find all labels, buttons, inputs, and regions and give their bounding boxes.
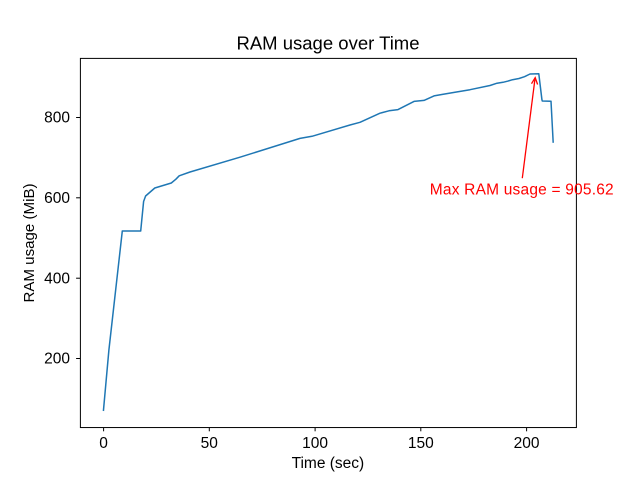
svg-text:RAM usage over Time: RAM usage over Time [236,33,419,54]
svg-text:200: 200 [514,435,540,452]
svg-text:50: 50 [201,435,219,452]
svg-text:RAM usage (MiB): RAM usage (MiB) [21,183,38,302]
svg-text:800: 800 [44,110,70,127]
svg-text:150: 150 [408,435,434,452]
svg-text:0: 0 [99,435,108,452]
svg-text:200: 200 [44,351,70,368]
svg-text:Max RAM usage = 905.62: Max RAM usage = 905.62 [430,182,614,199]
svg-text:400: 400 [44,270,70,287]
svg-text:600: 600 [44,190,70,207]
svg-text:Time (sec): Time (sec) [292,455,365,472]
svg-text:100: 100 [302,435,328,452]
